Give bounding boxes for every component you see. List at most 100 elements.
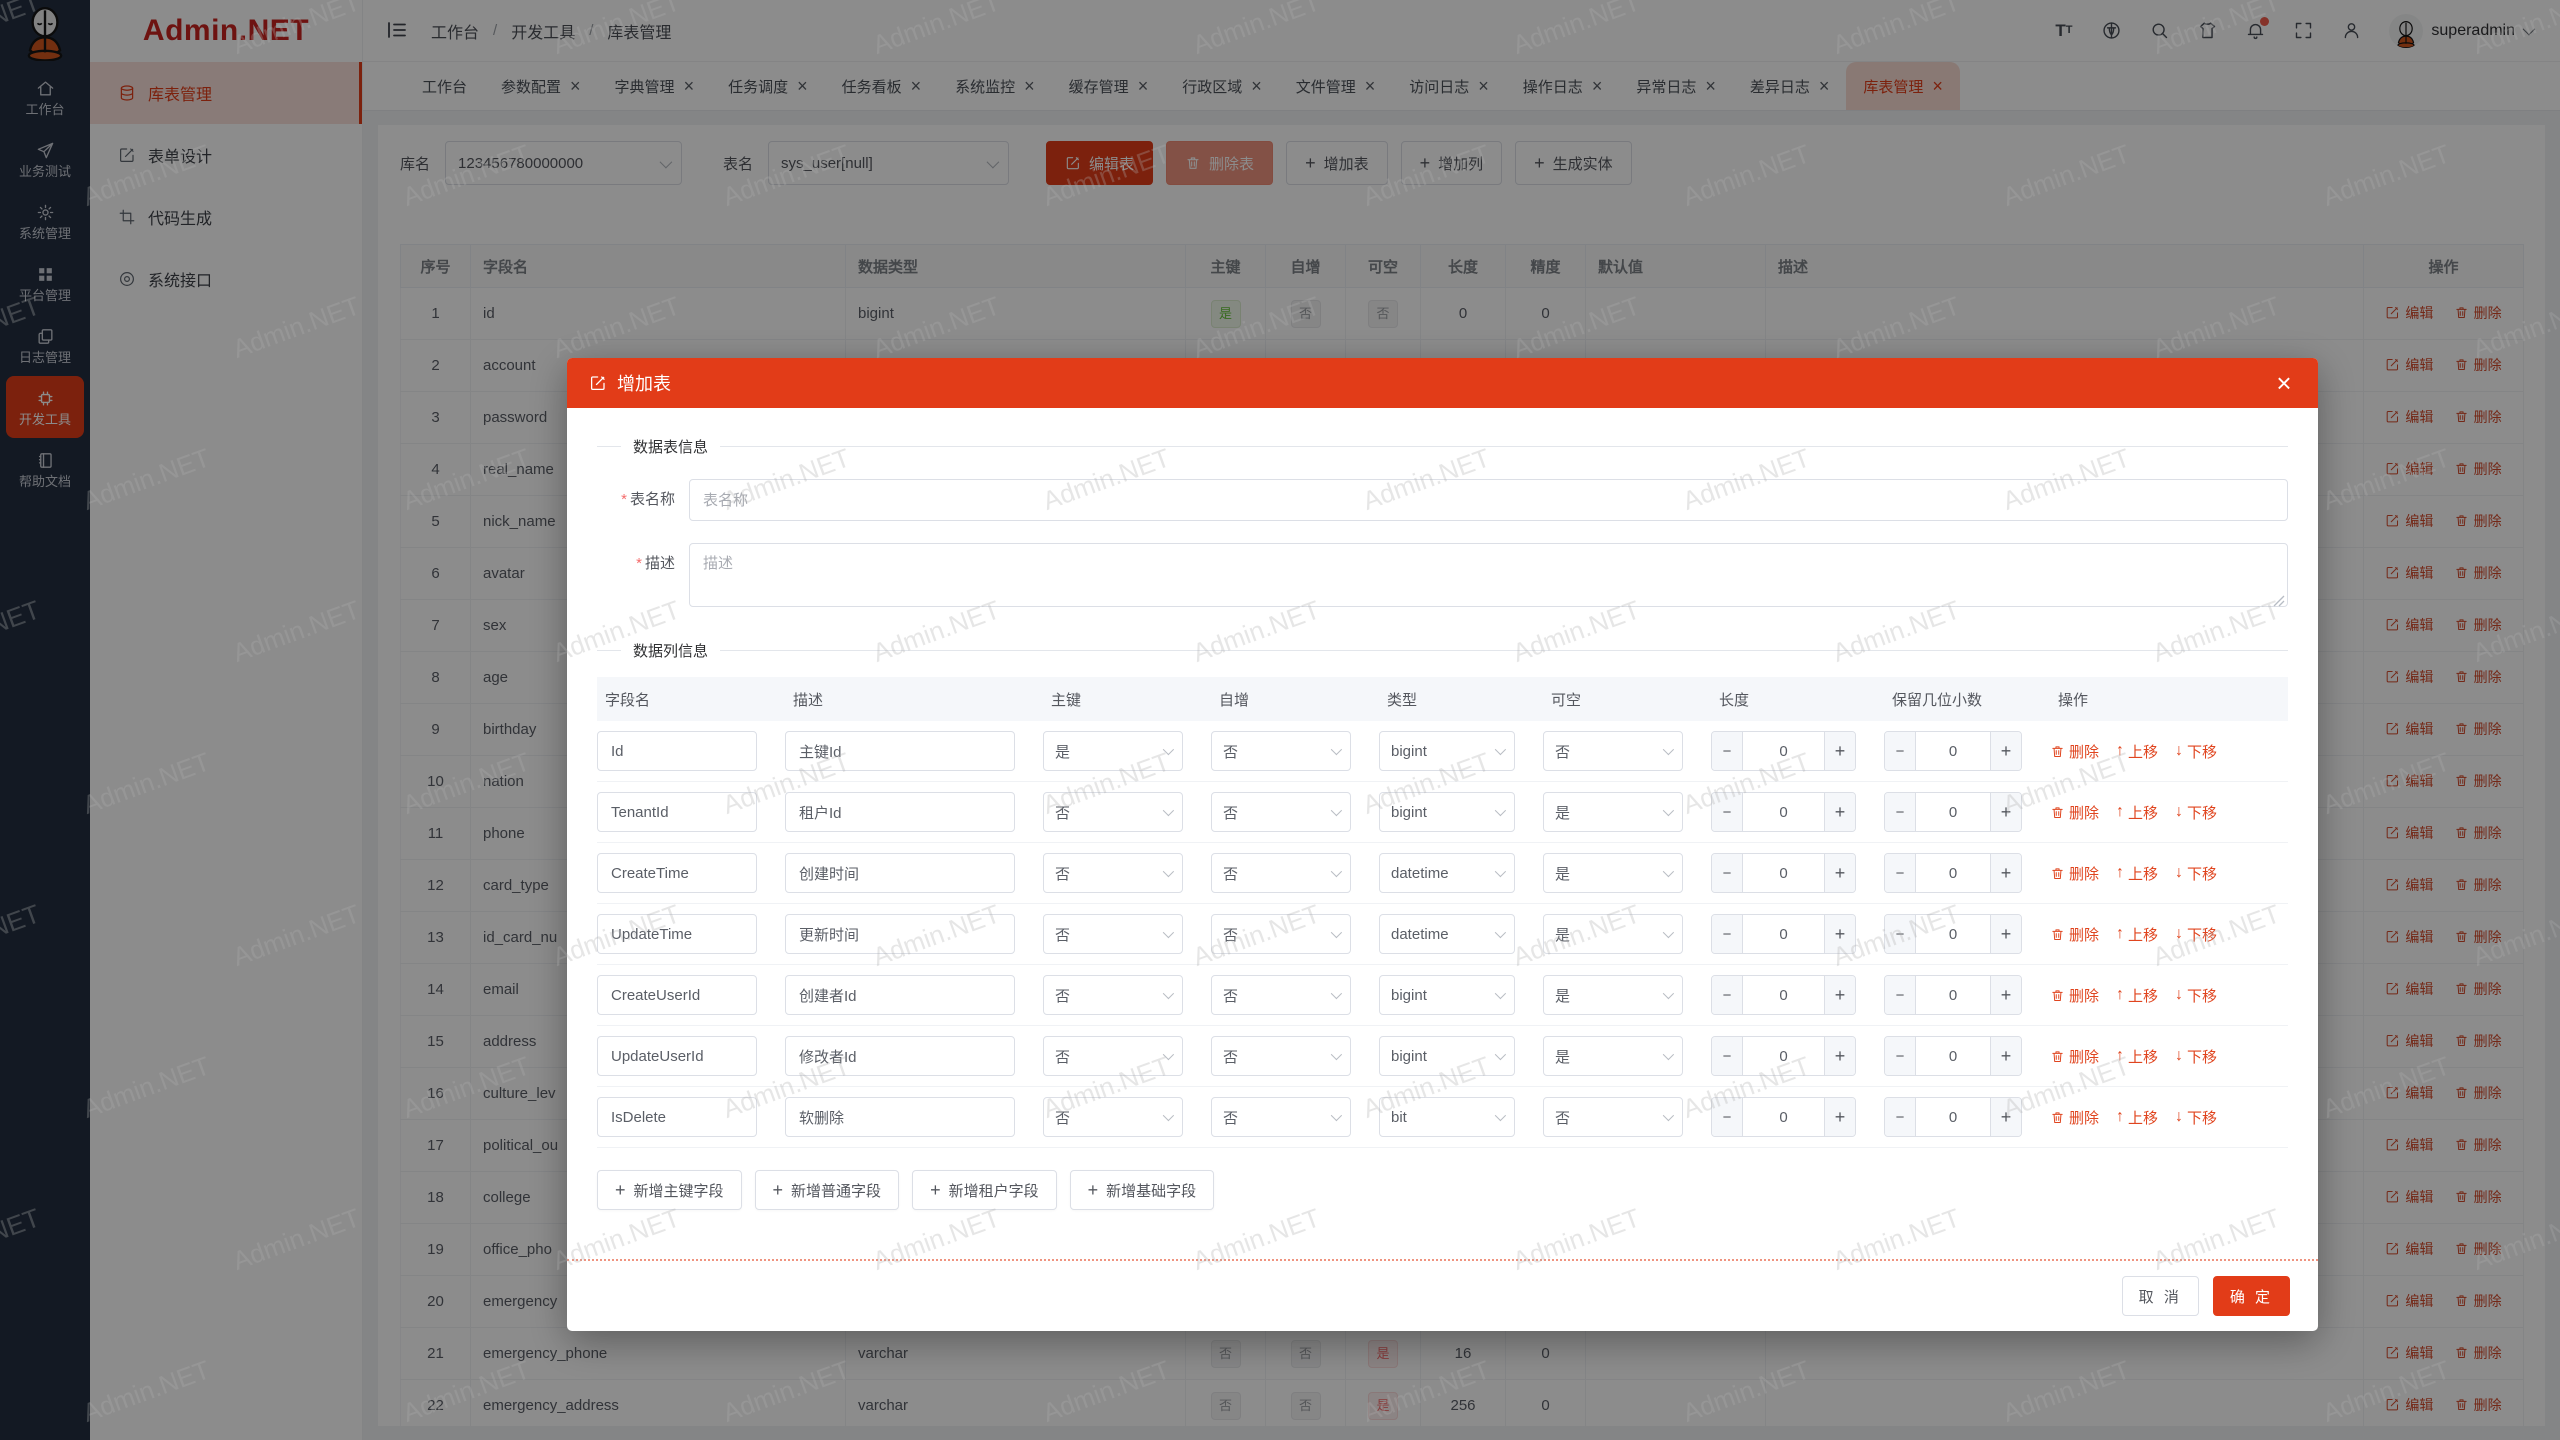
row-move-up-link[interactable]: 上移	[2116, 924, 2158, 945]
stepper-value[interactable]: 0	[1948, 986, 1958, 1004]
data-type-select[interactable]: bigint	[1379, 1036, 1515, 1076]
row-delete-link[interactable]: 删除	[2454, 1031, 2502, 1051]
row-delete-link[interactable]: 删除	[2454, 1239, 2502, 1259]
decrease-button[interactable]	[1885, 1037, 1916, 1075]
tab[interactable]: 缓存管理	[1052, 62, 1166, 110]
row-edit-link[interactable]: 编辑	[2385, 407, 2433, 427]
row-edit-link[interactable]: 编辑	[2385, 979, 2433, 999]
add-field-button[interactable]: 新增基础字段	[1069, 1170, 1215, 1210]
breadcrumb-item[interactable]: 库表管理	[607, 24, 672, 42]
tab[interactable]: 参数配置	[484, 62, 598, 110]
primary-key-select[interactable]: 是	[1043, 731, 1183, 771]
stepper-value[interactable]: 0	[1779, 1108, 1788, 1126]
row-delete-link[interactable]: 删除	[2454, 355, 2502, 375]
row-delete-link[interactable]: 删除	[2454, 615, 2502, 635]
nullable-select[interactable]: 否	[1543, 1097, 1683, 1137]
search-icon[interactable]	[2149, 20, 2170, 41]
tab[interactable]: 系统监控	[938, 62, 1052, 110]
stepper-value[interactable]: 0	[1948, 925, 1958, 943]
row-move-down-link[interactable]: 下移	[2175, 741, 2217, 762]
increase-button[interactable]	[1990, 854, 2021, 892]
sidebar-item-table-management[interactable]: 库表管理	[90, 62, 362, 124]
tab[interactable]: 任务看板	[825, 62, 939, 110]
field-description-input[interactable]	[785, 792, 1015, 832]
field-description-input[interactable]	[785, 1097, 1015, 1137]
stepper-value[interactable]: 0	[1779, 925, 1788, 943]
tab[interactable]: 工作台	[405, 62, 484, 110]
auto-increment-select[interactable]: 否	[1211, 792, 1351, 832]
increase-button[interactable]	[1990, 976, 2021, 1014]
db-select[interactable]: 123456780000000	[445, 141, 683, 185]
field-description-input[interactable]	[785, 1036, 1015, 1076]
sidebar-collapse-icon[interactable]	[385, 18, 411, 44]
data-type-select[interactable]: bigint	[1379, 731, 1515, 771]
generate-entity-button[interactable]: 生成实体	[1515, 141, 1632, 185]
row-delete-link[interactable]: 删除	[2050, 741, 2099, 762]
row-delete-link[interactable]: 删除	[2454, 303, 2502, 323]
nullable-select[interactable]: 是	[1543, 975, 1683, 1015]
row-edit-link[interactable]: 编辑	[2385, 823, 2433, 843]
cancel-button[interactable]: 取 消	[2121, 1276, 2199, 1316]
increase-button[interactable]	[1990, 915, 2021, 953]
increase-button[interactable]	[1824, 976, 1855, 1014]
table-name-input[interactable]	[689, 479, 2288, 521]
increase-button[interactable]	[1824, 1098, 1855, 1136]
tab[interactable]: 字典管理	[598, 62, 712, 110]
row-delete-link[interactable]: 删除	[2050, 985, 2099, 1006]
add-column-button[interactable]: 增加列	[1400, 141, 1503, 185]
tab[interactable]: 访问日志	[1392, 62, 1506, 110]
close-icon[interactable]	[2272, 371, 2296, 395]
add-table-button[interactable]: 增加表	[1286, 141, 1388, 185]
tab[interactable]: 行政区域	[1165, 62, 1279, 110]
row-move-down-link[interactable]: 下移	[2175, 924, 2217, 945]
decrease-button[interactable]	[1712, 793, 1743, 831]
field-description-input[interactable]	[785, 975, 1015, 1015]
row-edit-link[interactable]: 编辑	[2385, 719, 2433, 739]
tab[interactable]: 任务调度	[711, 62, 825, 110]
decrease-button[interactable]	[1885, 915, 1916, 953]
decrease-button[interactable]	[1885, 1098, 1916, 1136]
primary-key-select[interactable]: 否	[1043, 975, 1183, 1015]
stepper-value[interactable]: 0	[1779, 1047, 1788, 1065]
rail-item-platform[interactable]: 平台管理	[6, 252, 84, 314]
row-edit-link[interactable]: 编辑	[2385, 459, 2433, 479]
field-description-input[interactable]	[785, 731, 1015, 771]
field-name-input[interactable]	[597, 792, 757, 832]
row-edit-link[interactable]: 编辑	[2385, 771, 2433, 791]
rail-item-help-docs[interactable]: 帮助文档	[6, 438, 84, 500]
row-delete-link[interactable]: 删除	[2454, 771, 2502, 791]
row-delete-link[interactable]: 删除	[2454, 563, 2502, 583]
confirm-button[interactable]: 确 定	[2212, 1276, 2290, 1316]
nullable-select[interactable]: 是	[1543, 914, 1683, 954]
sidebar-item-code-generation[interactable]: 代码生成	[90, 186, 362, 248]
tab[interactable]: 差异日志	[1733, 62, 1847, 110]
row-edit-link[interactable]: 编辑	[2385, 563, 2433, 583]
breadcrumb-item[interactable]: 工作台	[431, 24, 480, 42]
row-delete-link[interactable]: 删除	[2050, 1046, 2099, 1067]
tab[interactable]: 文件管理	[1279, 62, 1393, 110]
description-textarea[interactable]	[689, 543, 2288, 607]
delete-table-button[interactable]: 删除表	[1166, 141, 1274, 185]
row-delete-link[interactable]: 删除	[2454, 407, 2502, 427]
data-type-select[interactable]: bit	[1379, 1097, 1515, 1137]
row-move-down-link[interactable]: 下移	[2175, 802, 2217, 823]
field-description-input[interactable]	[785, 853, 1015, 893]
primary-key-select[interactable]: 否	[1043, 1097, 1183, 1137]
row-move-down-link[interactable]: 下移	[2175, 1107, 2217, 1128]
breadcrumb-item[interactable]: 开发工具	[511, 24, 576, 42]
stepper-value[interactable]: 0	[1779, 986, 1788, 1004]
user-icon[interactable]	[2341, 20, 2362, 41]
decrease-button[interactable]	[1712, 976, 1743, 1014]
auto-increment-select[interactable]: 否	[1211, 1036, 1351, 1076]
tab[interactable]: 操作日志	[1506, 62, 1620, 110]
stepper-value[interactable]: 0	[1948, 1047, 1958, 1065]
add-field-button[interactable]: 新增主键字段	[597, 1170, 742, 1210]
field-description-input[interactable]	[785, 914, 1015, 954]
row-delete-link[interactable]: 删除	[2454, 1083, 2502, 1103]
increase-button[interactable]	[1990, 793, 2021, 831]
decrease-button[interactable]	[1885, 732, 1916, 770]
row-edit-link[interactable]: 编辑	[2385, 1187, 2433, 1207]
row-delete-link[interactable]: 删除	[2050, 1107, 2099, 1128]
primary-key-select[interactable]: 否	[1043, 792, 1183, 832]
fullscreen-icon[interactable]	[2293, 20, 2314, 41]
